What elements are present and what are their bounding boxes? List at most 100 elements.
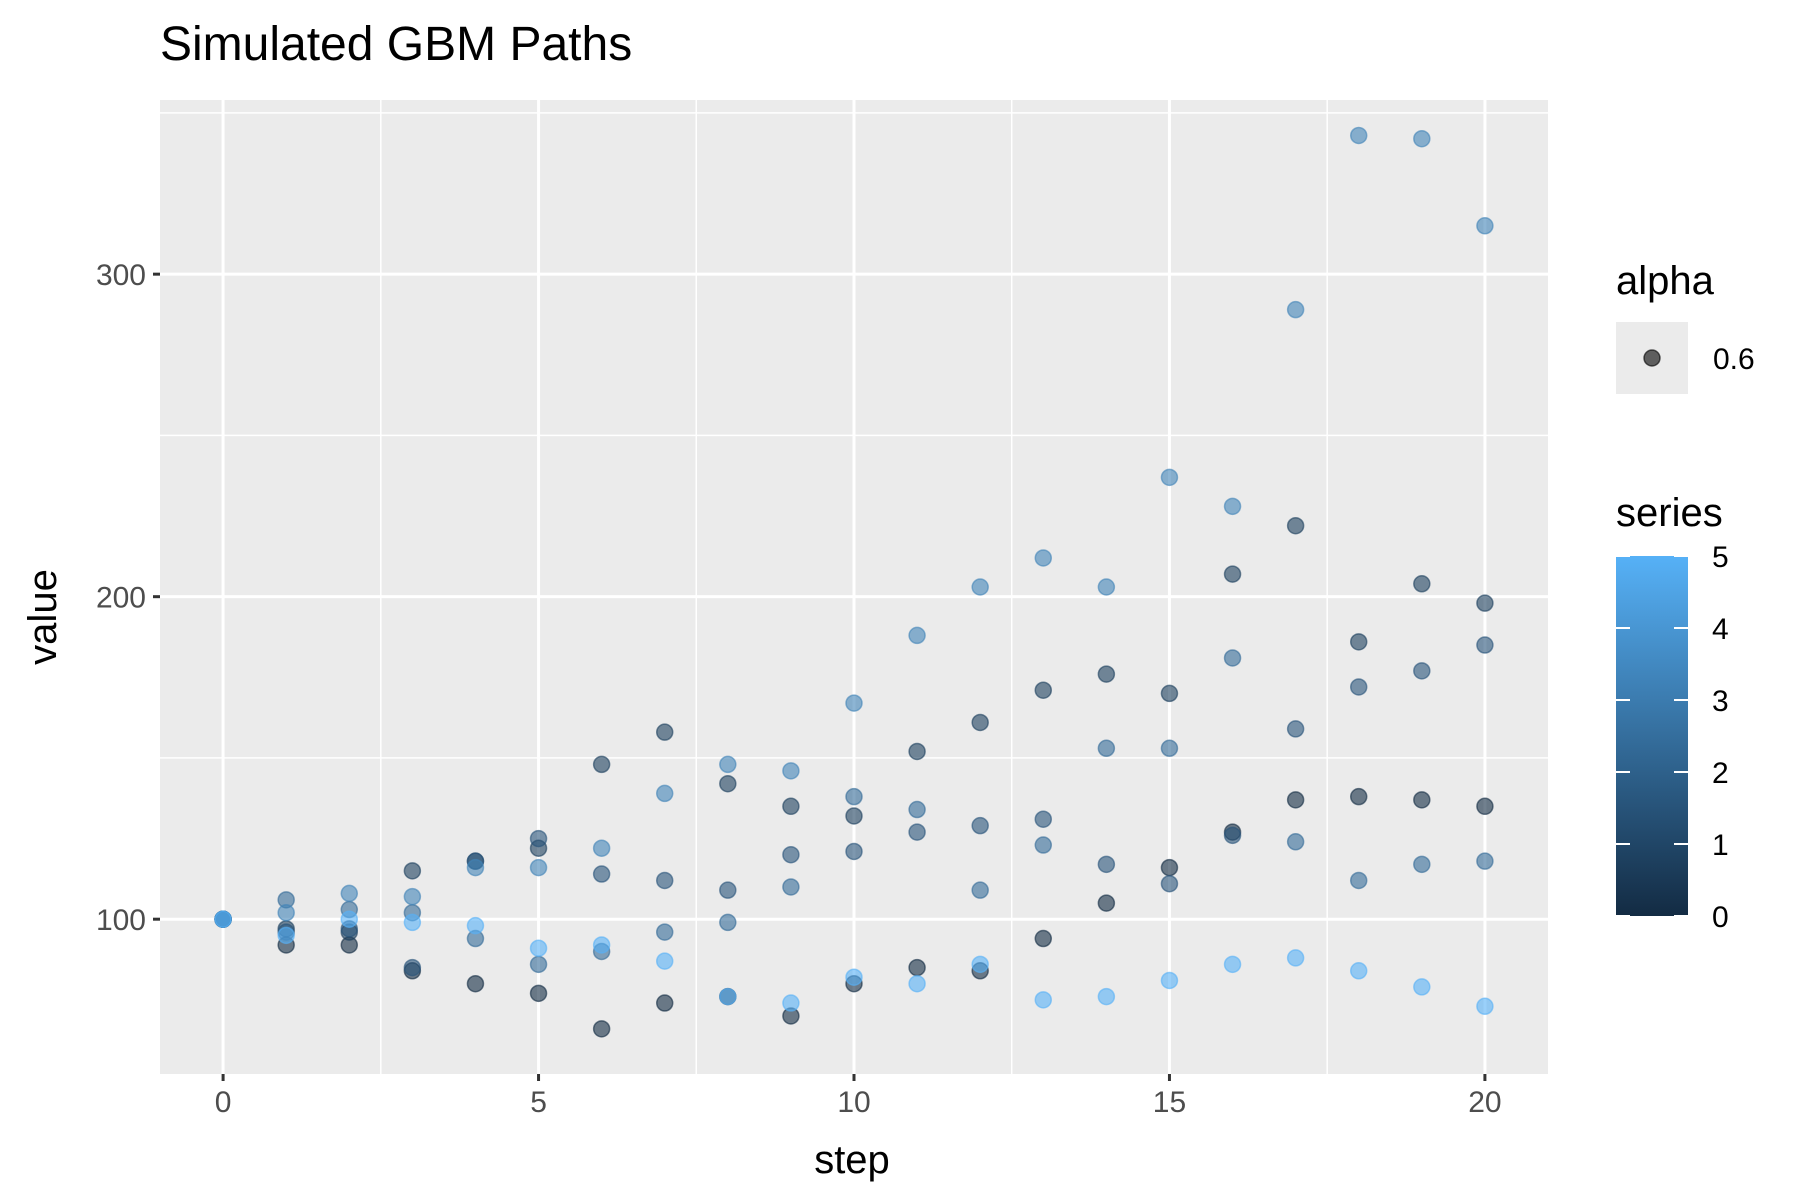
data-point <box>908 800 926 819</box>
data-point <box>529 984 548 1003</box>
data-point <box>1349 962 1368 980</box>
data-point <box>1034 991 1053 1009</box>
data-point <box>277 903 295 922</box>
legend-alpha-point-icon <box>1643 349 1661 367</box>
data-point <box>592 865 611 883</box>
data-point <box>1223 649 1242 667</box>
data-point <box>719 755 737 774</box>
data-point <box>1160 739 1179 758</box>
chart-title: Simulated GBM Paths <box>160 18 632 71</box>
data-point <box>782 845 800 864</box>
data-point <box>908 742 926 761</box>
data-point <box>1476 852 1494 870</box>
data-point <box>214 910 232 928</box>
data-point <box>782 994 800 1012</box>
data-point <box>1223 497 1242 516</box>
data-point <box>1286 516 1305 535</box>
data-point <box>1476 217 1494 235</box>
data-point <box>403 887 422 906</box>
data-point <box>1160 468 1179 487</box>
data-point <box>1413 855 1431 874</box>
data-point <box>655 952 674 970</box>
data-point <box>1034 681 1053 699</box>
data-point <box>1476 997 1494 1016</box>
data-point <box>655 994 674 1012</box>
data-point <box>971 713 989 732</box>
colorbar-tick-label: 0 <box>1712 901 1729 934</box>
data-point <box>1160 684 1179 703</box>
legend: alpha 0.6 series 0 1 2 3 4 5 <box>1616 259 1755 934</box>
data-point <box>529 939 548 957</box>
data-point <box>845 842 863 861</box>
data-point <box>1097 578 1116 596</box>
data-point <box>277 926 295 945</box>
data-point <box>340 910 359 928</box>
data-point <box>1476 594 1494 612</box>
points-layer <box>214 126 1494 1038</box>
data-point <box>1034 549 1053 567</box>
data-point <box>592 1020 611 1038</box>
legend-colorbar: 0 1 2 3 4 5 <box>1616 541 1729 934</box>
data-point <box>1223 955 1242 974</box>
y-tick-label: 100 <box>96 904 146 937</box>
x-tick-label: 20 <box>1468 1086 1501 1119</box>
data-point <box>466 916 485 935</box>
data-point <box>782 878 800 896</box>
data-point <box>845 694 863 712</box>
x-tick-label: 10 <box>837 1086 870 1119</box>
data-point <box>1349 126 1368 145</box>
data-point <box>719 881 737 899</box>
x-tick-label: 15 <box>1153 1086 1186 1119</box>
legend-alpha-title: alpha <box>1616 259 1715 303</box>
data-point <box>719 987 737 1006</box>
data-point <box>1286 791 1305 809</box>
x-tick-label: 5 <box>530 1086 547 1119</box>
plot-panel <box>160 100 1548 1074</box>
data-point <box>1160 874 1179 893</box>
data-point <box>908 823 926 841</box>
data-point <box>1097 665 1116 683</box>
colorbar-gradient-bar <box>1616 556 1688 916</box>
data-point <box>592 839 611 857</box>
data-point <box>971 955 989 974</box>
data-point <box>782 762 800 780</box>
legend-series-title: series <box>1616 491 1723 535</box>
colorbar-tick-label: 5 <box>1712 541 1729 574</box>
x-axis-title: step <box>814 1138 890 1182</box>
data-point <box>403 862 422 880</box>
data-point <box>340 884 359 903</box>
data-point <box>1097 987 1116 1006</box>
colorbar-tick-label: 4 <box>1712 613 1729 646</box>
data-point <box>1034 836 1053 854</box>
data-point <box>845 968 863 986</box>
data-point <box>1223 565 1242 583</box>
colorbar-tick-label: 3 <box>1712 685 1729 718</box>
data-point <box>529 955 548 974</box>
data-point <box>466 974 485 993</box>
data-point <box>1476 636 1494 654</box>
data-point <box>403 913 422 932</box>
data-point <box>1160 971 1179 990</box>
data-point <box>1349 633 1368 651</box>
data-point <box>1034 810 1053 828</box>
data-point <box>1349 871 1368 890</box>
data-point <box>655 871 674 890</box>
data-point <box>1286 833 1305 851</box>
data-point <box>403 958 422 977</box>
legend-alpha-value: 0.6 <box>1713 343 1755 376</box>
colorbar-tick-label: 1 <box>1712 829 1729 862</box>
data-point <box>971 578 989 596</box>
y-tick-label: 300 <box>96 259 146 292</box>
data-point <box>1097 739 1116 758</box>
data-point <box>1223 826 1242 845</box>
data-point <box>529 858 548 877</box>
data-point <box>1413 129 1431 148</box>
data-point <box>1413 662 1431 680</box>
x-tick-label: 0 <box>215 1086 232 1119</box>
data-point <box>782 797 800 816</box>
data-point <box>1286 949 1305 967</box>
y-axis-title: value <box>21 569 65 665</box>
data-point <box>466 858 485 877</box>
data-point <box>908 958 926 977</box>
